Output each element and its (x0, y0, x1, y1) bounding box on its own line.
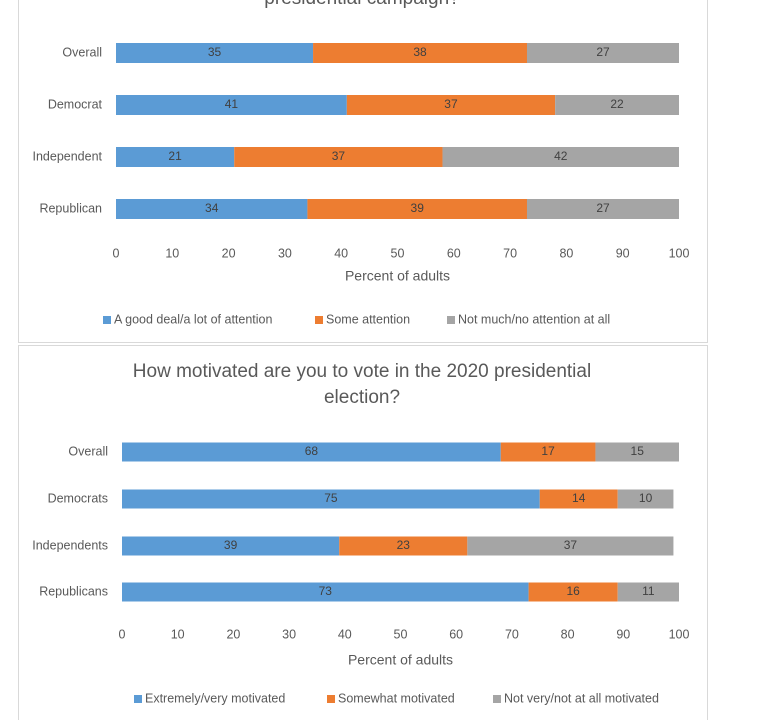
bar-label: 10 (639, 491, 653, 505)
bar (307, 199, 527, 219)
bar-label: 37 (332, 149, 346, 163)
bar-label: 35 (208, 45, 222, 59)
x-tick-label: 0 (113, 246, 120, 260)
x-tick-label: 50 (391, 246, 405, 260)
x-tick-label: 30 (282, 627, 296, 641)
bar (339, 536, 468, 556)
legend-swatch (447, 316, 455, 324)
x-tick-label: 50 (394, 627, 408, 641)
bar (116, 199, 308, 219)
y-tick-label: Overall (68, 444, 108, 458)
legend-swatch (493, 695, 501, 703)
x-tick-label: 80 (561, 627, 575, 641)
legend-swatch (327, 695, 335, 703)
bar-label: 23 (397, 538, 411, 552)
bar-label: 14 (572, 491, 586, 505)
x-tick-label: 20 (222, 246, 236, 260)
x-tick-label: 30 (278, 246, 292, 260)
bar (526, 199, 679, 219)
legend-label: Some attention (326, 312, 410, 326)
bar (116, 95, 347, 115)
legend-label: A good deal/a lot of attention (114, 312, 273, 326)
x-tick-label: 0 (119, 627, 126, 641)
bar-label: 37 (444, 97, 458, 111)
legend-swatch (103, 316, 111, 324)
y-tick-label: Democrat (48, 97, 103, 111)
bar (467, 536, 674, 556)
x-tick-label: 10 (165, 246, 179, 260)
x-axis-title: Percent of adults (348, 652, 453, 668)
bar-label: 27 (596, 201, 610, 215)
x-tick-label: 90 (616, 246, 630, 260)
legend-label: Not very/not at all motivated (504, 691, 659, 705)
bar-label: 37 (564, 538, 578, 552)
x-tick-label: 40 (334, 246, 348, 260)
bar (122, 489, 540, 509)
bar-label: 73 (319, 584, 333, 598)
x-tick-label: 60 (449, 627, 463, 641)
bar (122, 536, 340, 556)
y-tick-label: Republicans (39, 584, 108, 598)
bar-label: 42 (554, 149, 568, 163)
bar (500, 442, 596, 462)
legend-swatch (315, 316, 323, 324)
legend-label: Somewhat motivated (338, 691, 455, 705)
bar-label: 34 (205, 201, 219, 215)
x-tick-label: 10 (171, 627, 185, 641)
bar (617, 489, 674, 509)
y-tick-label: Democrats (48, 491, 108, 505)
bar-label: 41 (225, 97, 239, 111)
x-tick-label: 40 (338, 627, 352, 641)
legend-label: Extremely/very motivated (145, 691, 285, 705)
bar (617, 582, 679, 602)
bar (116, 43, 314, 63)
bar (122, 582, 529, 602)
x-tick-label: 100 (669, 627, 690, 641)
bar (595, 442, 679, 462)
bar-label: 68 (305, 444, 319, 458)
x-tick-label: 20 (226, 627, 240, 641)
bar (528, 582, 618, 602)
bar (526, 43, 679, 63)
chart-title: presidential campaign? (102, 0, 622, 12)
x-tick-label: 70 (505, 627, 519, 641)
bar-label: 75 (324, 491, 338, 505)
x-tick-label: 70 (503, 246, 517, 260)
bar-label: 22 (610, 97, 624, 111)
bar (116, 147, 235, 167)
x-tick-label: 60 (447, 246, 461, 260)
bar (346, 95, 556, 115)
legend-label: Not much/no attention at all (458, 312, 610, 326)
y-tick-label: Independent (32, 149, 102, 163)
bar (122, 442, 501, 462)
chart-title: How motivated are you to vote in the 202… (132, 361, 592, 408)
x-tick-label: 80 (559, 246, 573, 260)
bar (442, 147, 679, 167)
bar-label: 39 (224, 538, 238, 552)
bar-label: 16 (566, 584, 580, 598)
bar-label: 15 (631, 444, 645, 458)
y-tick-label: Republican (39, 201, 102, 215)
bar-label: 11 (642, 584, 655, 598)
bar-label: 17 (541, 444, 555, 458)
bar-label: 39 (411, 201, 425, 215)
legend-swatch (134, 695, 142, 703)
bar-label: 38 (413, 45, 427, 59)
x-tick-label: 100 (669, 246, 690, 260)
bar (555, 95, 679, 115)
y-tick-label: Independents (32, 538, 108, 552)
chart-panel (18, 345, 708, 720)
x-axis-title: Percent of adults (345, 268, 450, 284)
bar (539, 489, 618, 509)
x-tick-label: 90 (616, 627, 630, 641)
bar (313, 43, 527, 63)
y-tick-label: Overall (62, 45, 102, 59)
bar (234, 147, 443, 167)
bar-label: 27 (596, 45, 610, 59)
bar-label: 21 (168, 149, 182, 163)
